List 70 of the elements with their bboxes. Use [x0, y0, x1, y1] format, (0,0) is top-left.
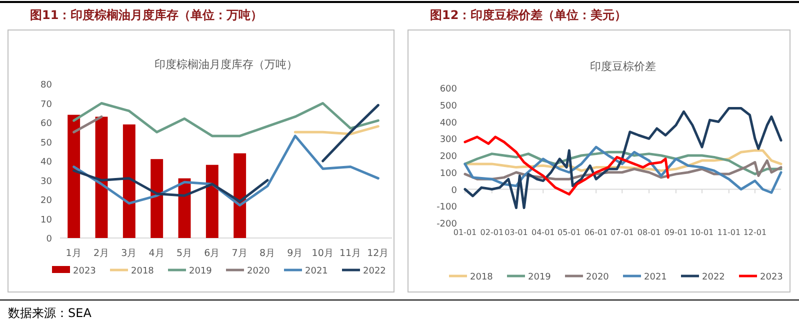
legend-label: 2018 [470, 272, 494, 282]
x-tick-label: 12-01 [743, 228, 767, 237]
x-tick-label: 1月 [66, 248, 82, 259]
legend-label: 2023 [760, 272, 783, 282]
legend-label: 2019 [189, 266, 212, 276]
line-series [464, 136, 670, 196]
x-tick-label: 02-01 [480, 228, 504, 237]
y-tick-label: 400 [440, 118, 458, 128]
legend-label: 2021 [305, 266, 328, 276]
x-tick-label: 04-01 [532, 228, 555, 237]
y-tick-label: 40 [40, 158, 52, 168]
x-tick-label: 03-01 [504, 228, 528, 237]
legend-label: 2021 [644, 272, 667, 282]
bar [150, 159, 164, 238]
x-tick-label: 11-01 [717, 228, 741, 237]
y-tick-label: 60 [40, 119, 52, 129]
y-tick-label: 10 [40, 215, 52, 226]
x-tick-label: 12月 [367, 248, 390, 259]
x-tick-label: 9月 [287, 248, 304, 259]
y-tick-label: 30 [40, 176, 52, 187]
x-tick-label: 7月 [232, 248, 248, 259]
bar [206, 164, 218, 238]
source-note: 数据来源：SEA [8, 306, 92, 320]
line-series [72, 102, 380, 138]
y-tick-label: -100 [436, 202, 458, 213]
x-tick-label: 11月 [339, 248, 362, 259]
y-tick-label: 0 [451, 186, 458, 196]
bar [234, 153, 246, 238]
bar [122, 124, 136, 238]
chart-title: 图12：印度豆棕价差（单位：美元） [430, 8, 627, 22]
line-series [464, 146, 782, 194]
x-tick-label: 10-01 [690, 228, 714, 237]
x-tick-label: 5月 [176, 248, 193, 259]
line-series [72, 134, 380, 207]
bar [95, 116, 108, 238]
y-tick-label: 500 [440, 101, 458, 112]
legend-label: 2022 [363, 266, 386, 276]
x-tick-label: 10月 [312, 248, 334, 259]
y-tick-label: 20 [40, 196, 52, 206]
y-tick-label: 200 [440, 152, 458, 162]
y-tick-label: 80 [40, 80, 52, 90]
y-tick-label: 50 [40, 138, 52, 148]
bar [68, 114, 80, 238]
x-tick-label: 8月 [259, 248, 276, 259]
x-tick-label: 05-01 [558, 228, 581, 237]
x-tick-label: 6月 [204, 248, 220, 259]
x-tick-label: 09-01 [664, 228, 688, 237]
legend-label: 2018 [131, 266, 154, 276]
line-series [464, 107, 782, 210]
chart-subtitle: 印度豆棕价差 [590, 60, 656, 73]
x-tick-label: 06-01 [584, 228, 608, 237]
x-tick-label: 2月 [93, 248, 110, 259]
legend-label: 2020 [247, 266, 270, 276]
x-tick-label: 07-01 [610, 228, 634, 237]
x-tick-label: 08-01 [637, 228, 661, 237]
y-tick-label: -200 [436, 220, 458, 230]
chart-subtitle: 印度棕榈油月度库存（万吨） [154, 58, 298, 71]
legend-label: 2020 [586, 272, 610, 282]
legend-label: 2019 [528, 272, 552, 282]
y-tick-label: 600 [440, 84, 458, 94]
x-tick-label: 3月 [121, 248, 138, 259]
y-tick-label: 70 [40, 100, 52, 110]
y-tick-label: 0 [46, 234, 52, 244]
y-tick-label: 300 [440, 135, 458, 146]
x-tick-label: 01-01 [453, 228, 477, 237]
chart-title: 图11：印度棕榈油月度库存（单位：万吨） [30, 8, 263, 22]
y-tick-label: 100 [440, 168, 458, 179]
legend-label: 2023 [73, 266, 96, 276]
legend-label: 2022 [702, 272, 725, 282]
x-tick-label: 4月 [148, 248, 165, 259]
